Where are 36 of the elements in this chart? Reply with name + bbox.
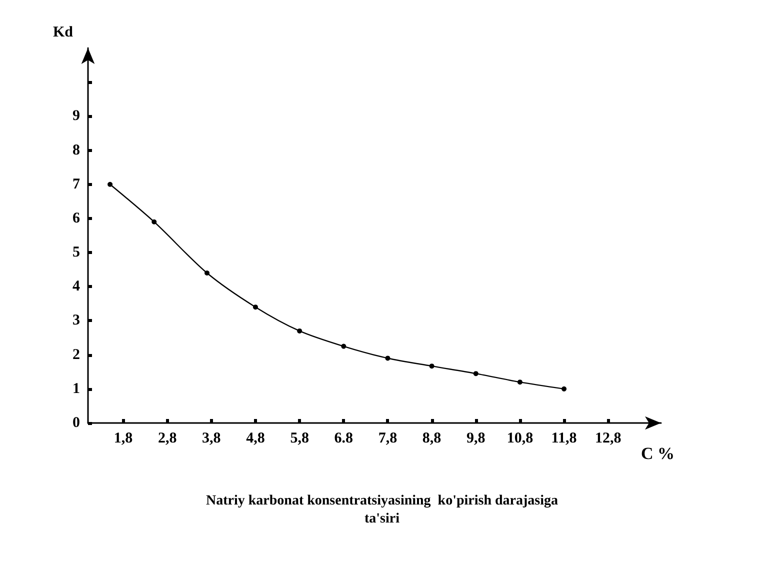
x-tick-label: 10,8	[506, 430, 534, 446]
x-axis-title: C %	[641, 444, 675, 463]
point	[204, 270, 210, 276]
x-tick-label: 6.8	[334, 430, 354, 446]
y-tick-label: 0	[72, 415, 80, 431]
point	[562, 386, 567, 392]
point	[252, 304, 258, 310]
x-tick-label: 9,8	[466, 430, 486, 446]
point	[108, 182, 113, 187]
x-tick-label: 11,8	[551, 430, 577, 446]
x-tick-label: 2,8	[158, 430, 177, 446]
y-axis-title: Kd	[52, 24, 74, 40]
x-tick-label: 1,8	[114, 430, 133, 446]
point	[152, 219, 157, 224]
point	[385, 356, 390, 361]
y-tick-label: 9	[72, 108, 80, 124]
y-tick-label: 5	[72, 244, 80, 261]
x-tick-label: 8,8	[422, 430, 442, 446]
y-tick-label: 8	[72, 142, 80, 158]
point	[341, 344, 346, 349]
x-tick-label: 12,8	[594, 430, 622, 446]
y-tick-label: 2	[72, 346, 80, 363]
y-tick-label: 1	[72, 380, 80, 397]
y-tick-label: 7	[72, 176, 80, 192]
x-tick-label: 5,8	[290, 430, 309, 446]
text: Natriy karbonat konsentratsiyasining ko'pirish darajasiga ta'siri	[206, 494, 558, 526]
x-tick-label: 7,8	[378, 430, 398, 446]
point	[473, 371, 478, 376]
point	[517, 380, 522, 385]
x-tick-label: 3,8	[202, 430, 221, 446]
x-tick-label: 4,8	[246, 430, 265, 446]
point	[297, 328, 302, 334]
y-tick-label: 3	[72, 312, 80, 329]
point	[429, 364, 434, 369]
y-tick-label: 4	[72, 278, 80, 295]
y-tick-label: 6	[72, 210, 80, 226]
